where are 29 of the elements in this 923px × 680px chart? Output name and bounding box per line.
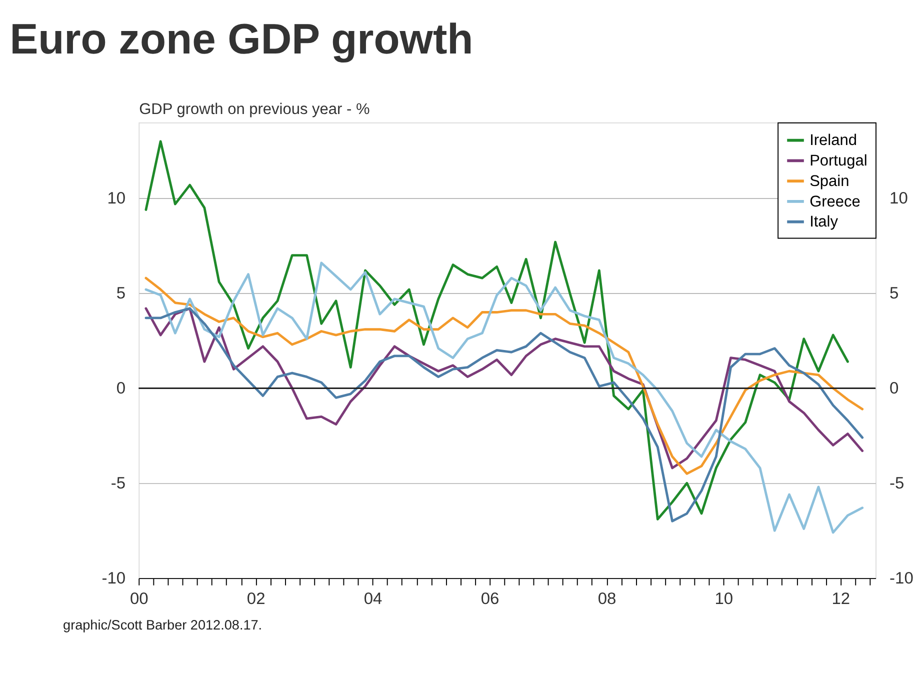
x-tick-label: 04 xyxy=(364,590,382,608)
x-tick-label: 08 xyxy=(598,590,616,608)
line-series xyxy=(144,307,864,470)
line-series xyxy=(144,307,864,522)
line-series xyxy=(144,276,864,475)
x-tick-label: 02 xyxy=(246,590,266,608)
legend-label: Italy xyxy=(810,214,838,231)
y2-tick-label: 10 xyxy=(890,190,908,208)
y-tick-label: -5 xyxy=(110,474,126,492)
legend-label: Greece xyxy=(810,193,860,210)
y2-tick-label: -5 xyxy=(890,474,904,492)
y2-tick-label: 0 xyxy=(890,380,899,398)
x-tick-label: 06 xyxy=(480,590,500,608)
legend-label: Ireland xyxy=(810,132,857,150)
y-axis-title: GDP growth on previous year - % xyxy=(139,101,370,118)
x-tick-label: 00 xyxy=(130,590,148,608)
y-tick-label: 5 xyxy=(116,284,126,303)
y-tick-label: -10 xyxy=(102,569,126,588)
y-tick-label: 10 xyxy=(107,190,126,208)
chart-title: Euro zone GDP growth xyxy=(10,16,474,64)
legend-label: Spain xyxy=(810,172,850,190)
y2-tick-label: -10 xyxy=(890,569,914,588)
y-tick-label: 0 xyxy=(116,380,126,398)
text: graphic/Scott Barber 2012.08.17. xyxy=(63,617,262,632)
y2-tick-label: 5 xyxy=(890,284,899,303)
x-tick-label: 12 xyxy=(832,590,850,608)
legend-label: Portugal xyxy=(810,152,868,170)
x-tick-label: 10 xyxy=(714,590,734,608)
line-series xyxy=(144,262,864,534)
